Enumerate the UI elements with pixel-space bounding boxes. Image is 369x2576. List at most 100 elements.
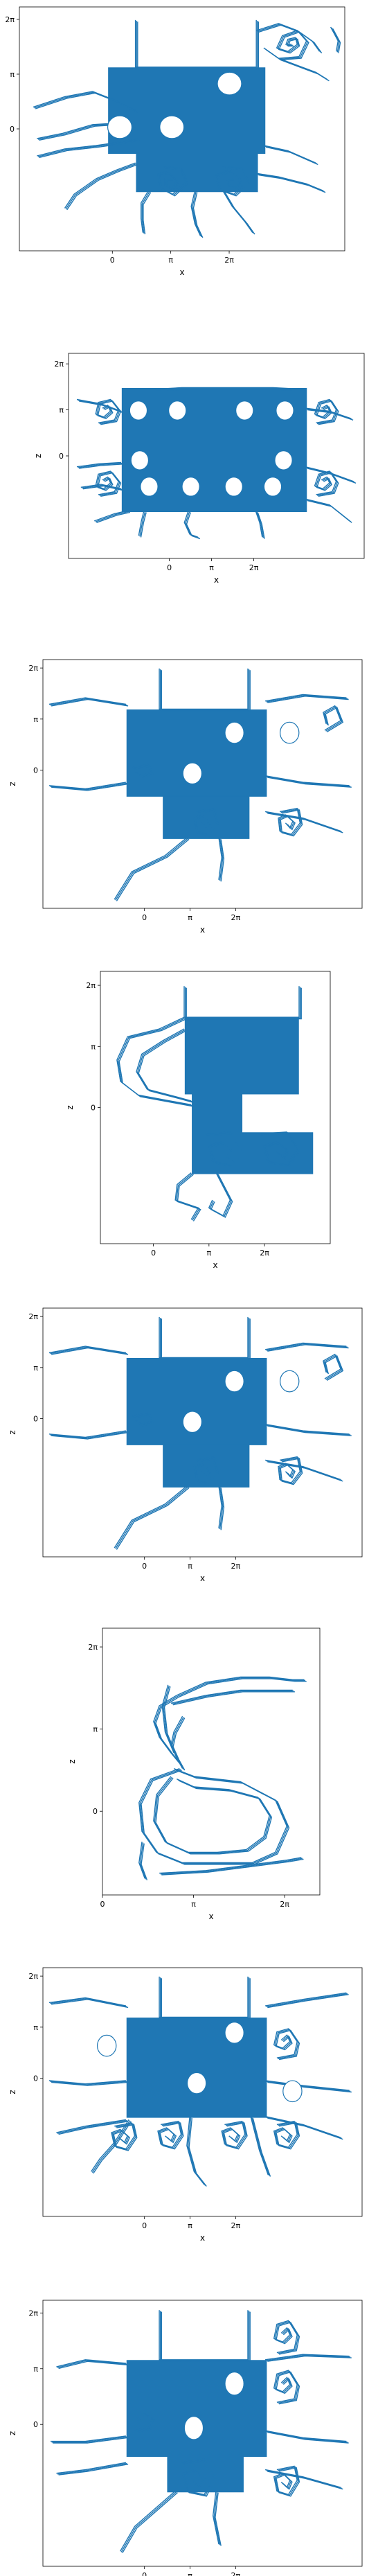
trajectory-line bbox=[267, 1994, 349, 2009]
x-tick-label: 2π bbox=[231, 913, 241, 922]
trajectory-line bbox=[264, 1992, 347, 2006]
trajectory-line bbox=[170, 1689, 293, 1704]
vortex-core bbox=[217, 71, 242, 96]
trajectory-line bbox=[267, 1425, 352, 1436]
y-tick-label: π bbox=[91, 1042, 96, 1051]
y-tick-label: 2π bbox=[5, 15, 15, 24]
trajectory-line bbox=[184, 987, 301, 1019]
trajectory-line bbox=[122, 2492, 178, 2554]
trajectory-line bbox=[50, 1431, 127, 1439]
vortex-core bbox=[182, 762, 203, 785]
plot-area bbox=[50, 2310, 352, 2554]
trajectory-line bbox=[186, 987, 302, 1020]
y-tick-label: 2π bbox=[88, 1643, 98, 1652]
trajectory-line bbox=[153, 1776, 270, 1853]
x-tick-label: 2π bbox=[249, 563, 259, 572]
vortex-core bbox=[129, 400, 148, 421]
trajectory-line bbox=[195, 809, 218, 836]
trajectory-line bbox=[118, 1018, 194, 1107]
trajectory-line bbox=[51, 1347, 129, 1355]
trajectory-line bbox=[50, 1346, 127, 1355]
trajectory-line bbox=[222, 2121, 247, 2149]
trajectory-line bbox=[172, 1691, 295, 1706]
y-axis-label: z bbox=[33, 454, 43, 458]
vortex-core bbox=[140, 477, 159, 497]
trajectory-line bbox=[315, 399, 338, 425]
trajectory-line bbox=[95, 398, 120, 423]
trajectory-line bbox=[314, 398, 337, 423]
trajectory-line bbox=[256, 511, 264, 538]
trajectory-line bbox=[139, 1842, 147, 1880]
trajectory-line bbox=[39, 139, 140, 159]
x-tick-label: 0 bbox=[142, 2571, 147, 2576]
x-tick-label: 0 bbox=[110, 256, 115, 265]
trajectory-line bbox=[219, 838, 224, 881]
trajectory-line bbox=[316, 400, 339, 425]
trajectory-line bbox=[220, 1488, 225, 1530]
trajectory-line bbox=[280, 1458, 303, 1485]
trajectory-line bbox=[265, 2080, 350, 2091]
trajectory-line bbox=[266, 776, 351, 787]
x-tick-label: π bbox=[209, 563, 214, 572]
trajectory-line bbox=[159, 167, 189, 197]
trajectory-line bbox=[217, 167, 250, 197]
trajectory-line bbox=[51, 1431, 129, 1440]
trajectory-line bbox=[140, 512, 147, 538]
trajectory-line bbox=[264, 2430, 347, 2442]
trajectory-line bbox=[76, 461, 122, 468]
trajectory-line bbox=[278, 1456, 301, 1484]
vortex-core bbox=[96, 2034, 117, 2057]
trajectory-line bbox=[266, 2081, 351, 2092]
plot-area bbox=[48, 668, 352, 901]
subplot-3: 0 π 2π 0 π 2π x z bbox=[8, 659, 363, 935]
y-tick-label: 0 bbox=[10, 125, 15, 134]
trajectory-line bbox=[48, 1997, 127, 2006]
x-tick-label: 2π bbox=[224, 256, 234, 265]
trajectory-line bbox=[170, 1715, 183, 1769]
vortex-core bbox=[224, 477, 243, 497]
trajectory-line bbox=[267, 2355, 352, 2362]
x-axis-label: x bbox=[179, 267, 184, 277]
trajectory-line bbox=[65, 163, 137, 210]
trajectory-line bbox=[316, 472, 339, 497]
trajectory-region bbox=[163, 795, 250, 839]
trajectory-line bbox=[182, 2459, 215, 2496]
trajectory-line bbox=[48, 697, 127, 705]
trajectory-line bbox=[95, 511, 129, 522]
trajectory-line bbox=[116, 838, 190, 901]
x-axis-label: x bbox=[214, 575, 219, 585]
trajectory-line bbox=[207, 1133, 244, 1167]
trajectory-line bbox=[51, 2436, 127, 2443]
trajectory-line bbox=[307, 500, 352, 523]
trajectory-line bbox=[273, 2028, 298, 2058]
trajectory-line bbox=[48, 1430, 127, 1438]
x-axis-label: x bbox=[213, 1260, 217, 1270]
trajectory-line bbox=[307, 468, 357, 484]
vortex-core bbox=[235, 400, 254, 421]
trajectory-line bbox=[276, 2371, 300, 2405]
trajectory-line bbox=[278, 31, 309, 61]
trajectory-line bbox=[323, 705, 341, 731]
trajectory-line bbox=[161, 2311, 251, 2362]
trajectory-line bbox=[156, 389, 305, 391]
trajectory-line bbox=[57, 2360, 127, 2368]
trajectory-line bbox=[177, 1174, 201, 1221]
trajectory-line bbox=[325, 707, 344, 732]
trajectory-line bbox=[117, 1017, 192, 1106]
trajectory-line bbox=[267, 2081, 352, 2093]
trajectory-line bbox=[185, 511, 199, 539]
trajectory-line bbox=[66, 164, 138, 211]
trajectory-line bbox=[218, 837, 222, 880]
trajectory-line bbox=[96, 511, 131, 523]
x-tick-label: π bbox=[207, 1249, 212, 1258]
y-tick-label: 2π bbox=[28, 1312, 38, 1321]
y-tick-label: 0 bbox=[59, 452, 64, 461]
subplot-5: 0 π 2π 0 π 2π x z bbox=[8, 1307, 363, 1583]
vortex-core bbox=[280, 721, 300, 744]
trajectory-line bbox=[306, 499, 352, 522]
trajectory-line bbox=[195, 1457, 218, 1485]
trajectory-line bbox=[332, 28, 341, 53]
trajectory-line bbox=[159, 2122, 184, 2150]
